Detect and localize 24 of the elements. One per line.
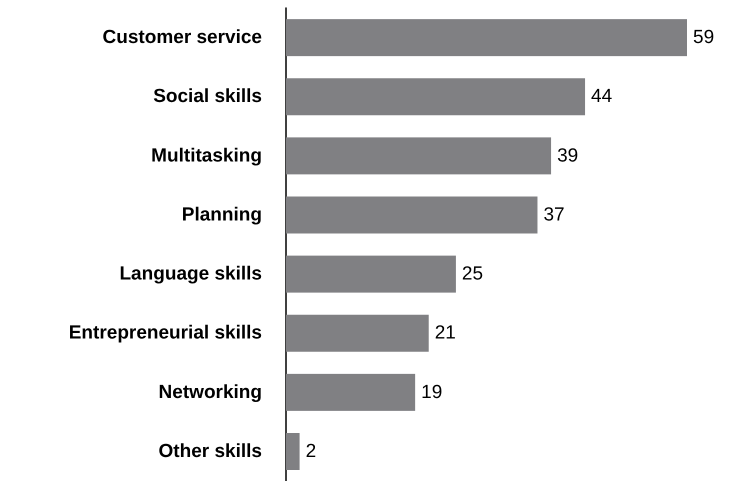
data-label: 37 [543,204,565,226]
y-tick-label: Planning [182,204,262,226]
bar [286,314,429,352]
bar [286,256,456,293]
data-label: 25 [462,264,484,285]
bar [286,432,300,470]
y-tick-label: Language skills [119,264,262,285]
bar [286,78,586,116]
data-label: 19 [421,382,442,403]
y-tick-label: Multitasking [151,145,262,166]
data-label: 2 [306,440,316,462]
bar [286,19,687,56]
data-label: 59 [693,27,714,48]
data-label: 21 [434,322,456,344]
y-tick-label: Entrepreneurial skills [68,322,262,344]
y-tick-label: Other skills [158,440,262,462]
y-tick-label: Social skills [153,86,262,108]
y-tick-label: Customer service [102,27,262,48]
data-label: 39 [557,145,578,166]
y-tick-label: Networking [158,382,262,403]
bar [286,137,552,174]
bar [286,374,416,411]
bar [286,196,538,234]
data-label: 44 [591,86,613,108]
